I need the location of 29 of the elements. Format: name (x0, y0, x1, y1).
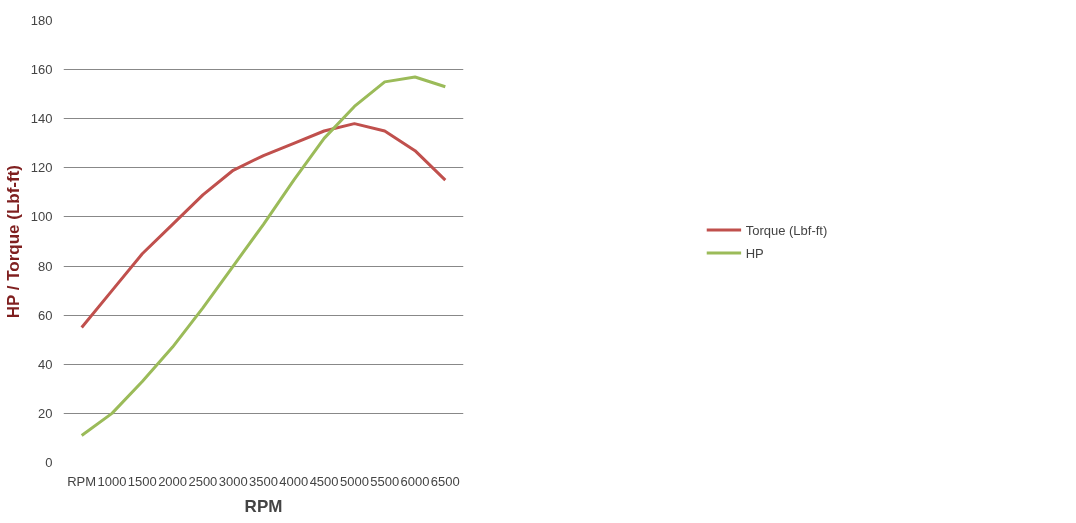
legend-label: HP (745, 245, 765, 260)
x-tick-label: 2500 (188, 473, 218, 489)
y-tick-label: 160 (30, 62, 53, 78)
y-tick-label: 180 (30, 13, 53, 28)
x-tick-label: 6500 (430, 473, 460, 489)
x-tick-label: 3000 (218, 473, 248, 489)
legend-label: Torque (Lbf-ft) (745, 222, 828, 237)
x-tick-label: 5500 (370, 473, 400, 489)
line-series (80, 122, 447, 329)
y-tick-label: 40 (38, 356, 53, 372)
y-tick-label: 120 (30, 160, 53, 176)
y-tick-label: 80 (38, 258, 53, 274)
y-tick-label: 100 (30, 209, 53, 225)
x-tick-label: 5000 (339, 473, 369, 489)
x-tick-label: 3500 (249, 473, 278, 489)
x-tick-label: 2000 (158, 473, 188, 489)
y-tick-label: 20 (38, 405, 53, 421)
y-tick-label: 140 (30, 111, 53, 127)
x-tick-label: 1500 (127, 473, 157, 489)
x-tick-label: 6000 (400, 473, 430, 489)
line-series (80, 75, 447, 437)
x-axis-title: RPM (244, 496, 283, 516)
x-tick-label: 4500 (309, 473, 339, 489)
x-tick-label: 1000 (97, 473, 127, 489)
y-axis-title: HP / Torque (Lbf-ft) (3, 165, 23, 319)
x-tick-label: 4000 (279, 473, 309, 489)
y-tick-label: 0 (45, 455, 53, 470)
x-tick-label: RPM (67, 473, 97, 489)
y-tick-label: 60 (38, 307, 53, 323)
